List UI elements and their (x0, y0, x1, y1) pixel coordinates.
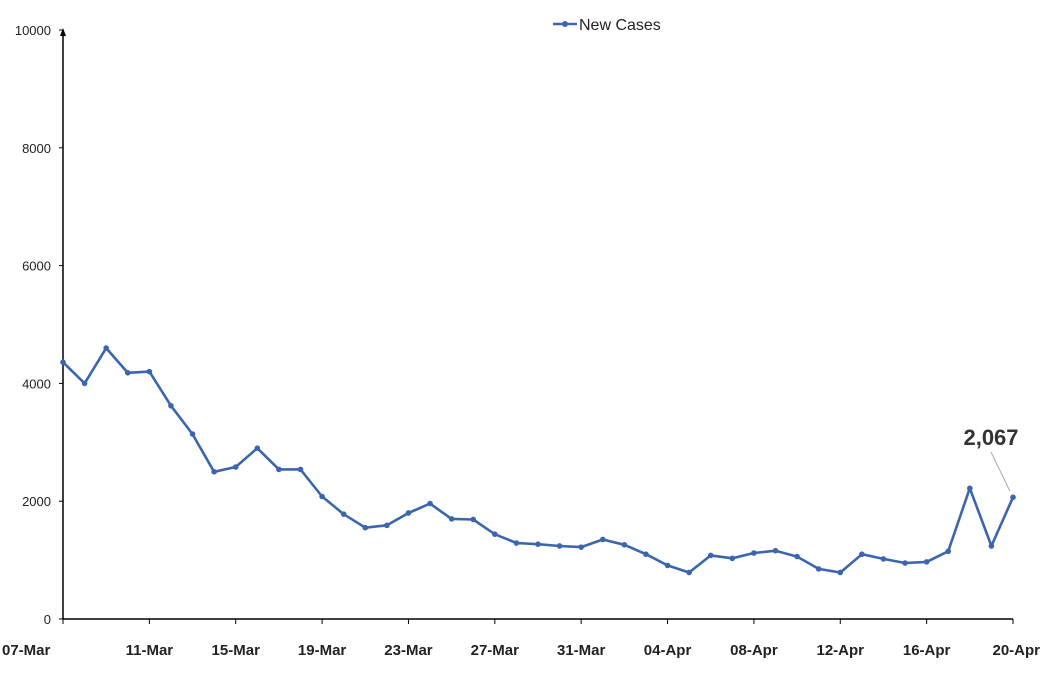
data-point (751, 550, 757, 556)
data-point (319, 493, 325, 500)
x-tick-label: 20-Apr (992, 642, 1040, 659)
data-point (556, 543, 563, 549)
data-point (448, 516, 455, 522)
data-point (902, 560, 908, 566)
y-tick-label: 2000 (22, 494, 51, 509)
series-line (62, 346, 1015, 574)
y-tick-label: 4000 (22, 376, 51, 391)
data-point (340, 511, 347, 517)
data-point (664, 562, 671, 569)
data-point (60, 359, 66, 365)
x-tick-label: 07-Mar (2, 642, 51, 659)
data-point (405, 510, 412, 516)
y-axis-ticks: 0 2000 4000 6000 8000 10000 (15, 23, 63, 627)
x-tick-label: 04-Apr (644, 642, 692, 659)
x-axis-ticks: 07-Mar 11-Mar 15-Mar 19-Mar 23-Mar 27-Mar 31-M… (2, 619, 1040, 659)
x-tick-label: 31-Mar (557, 642, 606, 659)
annotation: 2,067 (963, 425, 1019, 492)
x-tick-label: 08-Apr (730, 642, 778, 659)
data-point (168, 402, 174, 409)
data-point (707, 552, 714, 559)
data-point (297, 466, 304, 473)
data-point (599, 536, 606, 543)
x-tick-label: 12-Apr (817, 642, 865, 659)
data-point (686, 569, 692, 576)
x-tick-label: 23-Mar (384, 642, 433, 659)
data-point (837, 569, 844, 576)
series-new-cases (60, 345, 1016, 576)
data-point (124, 369, 131, 376)
y-axis-arrow (60, 28, 66, 36)
data-point (578, 544, 584, 550)
data-point (945, 548, 952, 555)
data-point (189, 431, 196, 437)
data-point (772, 547, 779, 554)
data-point (81, 380, 88, 387)
x-tick-label: 15-Mar (212, 642, 261, 659)
y-tick-label: 8000 (22, 141, 51, 156)
data-point (470, 516, 477, 523)
y-tick-label: 6000 (22, 259, 51, 274)
legend-label: New Cases (579, 17, 661, 34)
x-tick-label: 16-Apr (903, 642, 951, 659)
data-point (535, 541, 541, 547)
data-point (729, 555, 736, 562)
data-point (859, 551, 865, 558)
data-point (103, 345, 109, 351)
y-tick-label: 0 (44, 612, 51, 627)
x-tick-label: 27-Mar (471, 642, 520, 659)
data-point (967, 485, 973, 492)
data-point (513, 540, 520, 546)
data-point (232, 464, 239, 470)
legend-marker-swatch (562, 21, 568, 27)
data-point (923, 559, 930, 565)
data-point (988, 543, 995, 549)
data-point (621, 541, 628, 548)
data-point (384, 522, 390, 529)
data-point (880, 556, 887, 562)
data-point (211, 468, 217, 475)
annotation-leader-line (990, 451, 1011, 492)
annotation-label: 2,067 (963, 425, 1018, 450)
data-point (427, 500, 433, 507)
data-point (276, 466, 282, 473)
data-point (146, 368, 153, 375)
legend: New Cases (553, 17, 661, 34)
data-point (1010, 494, 1016, 501)
axes (60, 28, 1013, 620)
x-tick-label: 11-Mar (126, 642, 174, 659)
data-point (815, 566, 822, 572)
data-point (254, 445, 261, 451)
y-tick-label: 10000 (15, 23, 51, 38)
x-tick-label: 19-Mar (298, 642, 347, 659)
data-point (362, 524, 369, 531)
data-point (643, 551, 649, 558)
data-point (794, 553, 800, 560)
data-point (492, 531, 498, 537)
